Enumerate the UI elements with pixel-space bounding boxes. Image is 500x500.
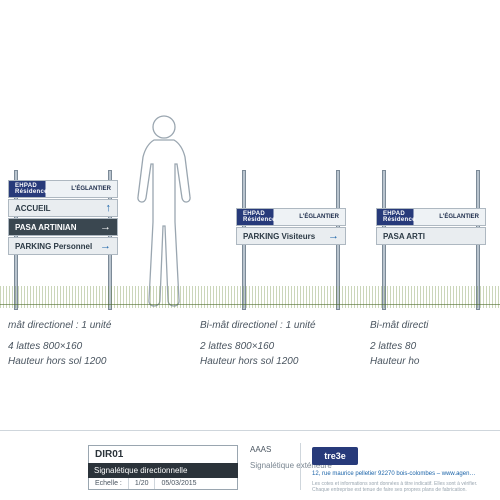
cartouche: DIR01 Signalétique directionnelle Echell… (88, 445, 238, 490)
residence-title: L'ÉGLANTIER (299, 214, 339, 220)
ground-line (0, 304, 500, 305)
caption-line: Bi-mât directi (370, 318, 480, 333)
slat-label: PASA ARTINIAN (15, 223, 76, 232)
caption-line: 2 lattes 800×160 (200, 339, 350, 354)
direction-slat: PARKING Visiteurs → (236, 227, 346, 245)
human-silhouette (128, 110, 200, 310)
scale-value: 1/20 (129, 478, 156, 489)
slat-label: PARKING Visiteurs (243, 232, 315, 241)
caption-col-1: mât directionel : 1 unité 4 lattes 800×1… (0, 318, 200, 404)
slat-label: PASA ARTI (383, 232, 425, 241)
brand-text: EHPAD Résidence (243, 211, 291, 223)
direction-slat: PASA ARTINIAN → (8, 218, 118, 236)
brand-text: EHPAD Résidence (383, 211, 431, 223)
sheet-date: 05/03/2015 (155, 478, 202, 489)
brand-text: EHPAD Résidence (15, 183, 63, 195)
scale-label: Echelle : (89, 478, 129, 489)
slat-label: ACCUEIL (15, 204, 51, 213)
residence-title: L'ÉGLANTIER (71, 186, 111, 192)
caption-line: Hauteur hors sol 1200 (200, 354, 350, 369)
direction-slat: ACCUEIL ↑ (8, 199, 118, 217)
direction-slat: PASA ARTI (376, 227, 486, 245)
signage-stage: EHPAD Résidence L'ÉGLANTIER ACCUEIL ↑ PA… (0, 20, 500, 310)
caption-line: 2 lattes 80 (370, 339, 480, 354)
arrow-up-icon: ↑ (106, 202, 112, 214)
arrow-right-icon: → (328, 230, 339, 242)
sheet-subtitle: Signalétique directionnelle (88, 463, 238, 478)
agency-logo: tre3e (312, 447, 358, 465)
footer-divider (300, 443, 301, 490)
arrow-right-icon: → (100, 240, 111, 252)
caption-col-2: Bi-mât directionel : 1 unité 2 lattes 80… (200, 318, 370, 404)
header-slat: EHPAD Résidence L'ÉGLANTIER (376, 208, 486, 226)
caption-line: Hauteur ho (370, 354, 480, 369)
slat-label: PARKING Personnel (15, 242, 92, 251)
header-slat: EHPAD Résidence L'ÉGLANTIER (236, 208, 346, 226)
client-name: AAAS (250, 445, 271, 454)
caption-line: mât directionel : 1 unité (8, 318, 180, 333)
caption-line: Bi-mât directionel : 1 unité (200, 318, 350, 333)
title-block: DIR01 Signalétique directionnelle Echell… (0, 430, 500, 500)
direction-slat: PARKING Personnel → (8, 237, 118, 255)
header-slat: EHPAD Résidence L'ÉGLANTIER (8, 180, 118, 198)
caption-col-3: Bi-mât directi 2 lattes 80 Hauteur ho (370, 318, 500, 404)
captions-row: mât directionel : 1 unité 4 lattes 800×1… (0, 318, 500, 404)
caption-line: Hauteur hors sol 1200 (8, 354, 180, 369)
residence-title: L'ÉGLANTIER (439, 214, 479, 220)
arrow-right-icon: → (100, 221, 111, 233)
agency-address: 12, rue maurice pelletier 92270 bois-col… (312, 471, 475, 477)
sheet-code: DIR01 (95, 449, 123, 460)
caption-line: 4 lattes 800×160 (8, 339, 180, 354)
fineprint: Les cotes et informations sont données à… (312, 481, 494, 493)
